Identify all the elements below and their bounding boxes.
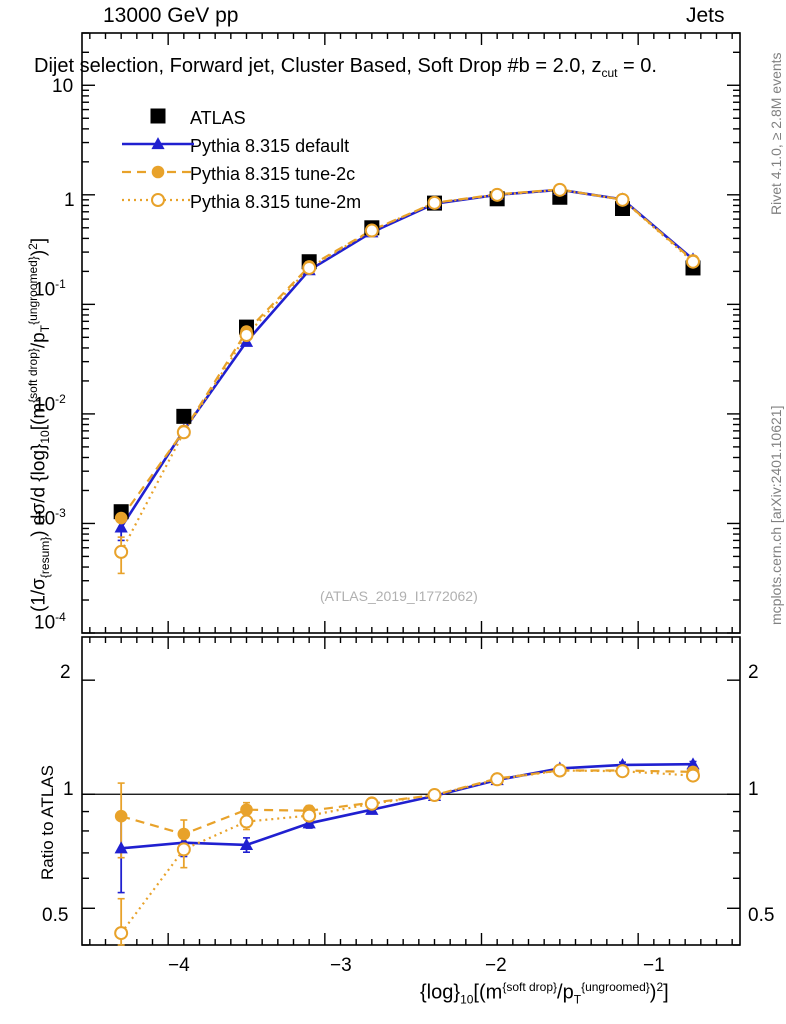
- y-tick-ratio-left-0: 2: [60, 662, 71, 683]
- ratio-point-Pythia-8-315-tune-2m: [239, 814, 254, 829]
- ratio-point-Pythia-8-315-tune-2m: [114, 926, 129, 941]
- ratio-point-Pythia-8-315-default: [114, 841, 128, 854]
- data-point-Pythia-8-315-tune-2m: [686, 254, 700, 269]
- y-tick-main-1: 1: [64, 190, 75, 211]
- ratio-point-Pythia-8-315-tune-2m: [615, 764, 630, 779]
- y-tick-ratio-right-1: 1: [748, 779, 759, 800]
- legend-label-3: Pythia 8.315 tune-2m: [190, 192, 362, 212]
- series-line-Pythia-8-315-default: [120, 188, 694, 529]
- data-point-Pythia-8-315-tune-2m: [176, 425, 191, 440]
- y-tick-main-3: 10-2: [34, 392, 66, 416]
- ratio-point-Pythia-8-315-default: [686, 757, 700, 770]
- header-right: Jets: [686, 4, 725, 27]
- y-tick-main-0: 10: [52, 76, 74, 97]
- plot-title-tail: = 0.: [617, 55, 657, 77]
- data-point-Pythia-8-315-tune-2m: [490, 187, 505, 202]
- legend-marker-3: [151, 193, 165, 207]
- header-left: 13000 GeV pp: [103, 4, 239, 27]
- series-line-Pythia-8-315-tune-2m: [120, 188, 694, 553]
- ratio-panel-frame: [81, 636, 741, 946]
- data-point-Pythia-8-315-tune-2m: [239, 328, 254, 343]
- data-point-Pythia-8-315-tune-2m: [114, 544, 129, 559]
- x-tick-3: −1: [643, 955, 665, 976]
- ratio-point-Pythia-8-315-tune-2m: [302, 808, 317, 823]
- y-tick-main-2: 10-1: [34, 277, 66, 301]
- x-tick-2: −2: [485, 955, 507, 976]
- x-tick-1: −3: [330, 955, 352, 976]
- y-tick-ratio-left-1: 1: [63, 779, 74, 800]
- ratio-point-Pythia-8-315-tune-2c: [114, 809, 128, 823]
- legend-label-2: Pythia 8.315 tune-2c: [190, 164, 356, 184]
- ratio-line-Pythia-8-315-default: [121, 762, 694, 850]
- data-point-Pythia-8-315-tune-2m: [427, 195, 442, 210]
- ratio-point-Pythia-8-315-tune-2c: [177, 827, 191, 841]
- x-tick-0: −4: [168, 955, 190, 976]
- ratio-line-Pythia-8-315-tune-2m: [120, 769, 694, 934]
- x-axis-label: {log}10[(m{soft drop}/pT{ungroomed})2]: [420, 980, 669, 1007]
- data-point-Pythia-8-315-tune-2m: [552, 182, 567, 197]
- dataset-watermark: (ATLAS_2019_I1772062): [320, 588, 478, 604]
- y-tick-ratio-left-2: 0.5: [42, 905, 69, 926]
- ratio-point-Pythia-8-315-tune-2m: [427, 788, 442, 803]
- ratio-point-Pythia-8-315-tune-2m: [686, 768, 700, 783]
- data-point-Pythia-8-315-tune-2m: [302, 260, 317, 275]
- ratio-point-Pythia-8-315-default: [239, 837, 254, 850]
- legend-marker-0: [150, 108, 166, 124]
- plot-title-main: Dijet selection, Forward jet, Cluster Ba…: [34, 55, 602, 77]
- y-tick-ratio-right-0: 2: [748, 662, 759, 683]
- plot-title: Dijet selection, Forward jet, Cluster Ba…: [34, 55, 657, 80]
- legend-label-0: ATLAS: [190, 108, 246, 128]
- ratio-point-Pythia-8-315-tune-2m: [490, 772, 505, 787]
- legend-label-1: Pythia 8.315 default: [190, 136, 350, 156]
- data-point-Pythia-8-315-default: [114, 520, 128, 533]
- y-tick-ratio-right-2: 0.5: [748, 905, 775, 926]
- ratio-point-Pythia-8-315-tune-2m: [176, 842, 191, 857]
- data-point-Pythia-8-315-tune-2m: [615, 192, 630, 207]
- y-tick-main-4: 10-3: [34, 506, 66, 530]
- plot-title-sub: cut: [601, 66, 618, 80]
- main-panel-frame: [81, 32, 741, 634]
- legend-marker-2: [151, 165, 165, 179]
- y-tick-main-5: 10-4: [34, 610, 66, 634]
- ratio-point-Pythia-8-315-tune-2c: [240, 803, 253, 817]
- series-line-Pythia-8-315-tune-2c: [120, 188, 694, 519]
- ratio-point-Pythia-8-315-tune-2m: [364, 796, 379, 811]
- data-point-Pythia-8-315-tune-2c: [114, 511, 128, 525]
- legend-marker-1: [151, 137, 165, 150]
- ratio-point-Pythia-8-315-tune-2m: [552, 763, 567, 778]
- data-point-atlas: [176, 408, 192, 424]
- data-point-Pythia-8-315-tune-2m: [364, 223, 379, 238]
